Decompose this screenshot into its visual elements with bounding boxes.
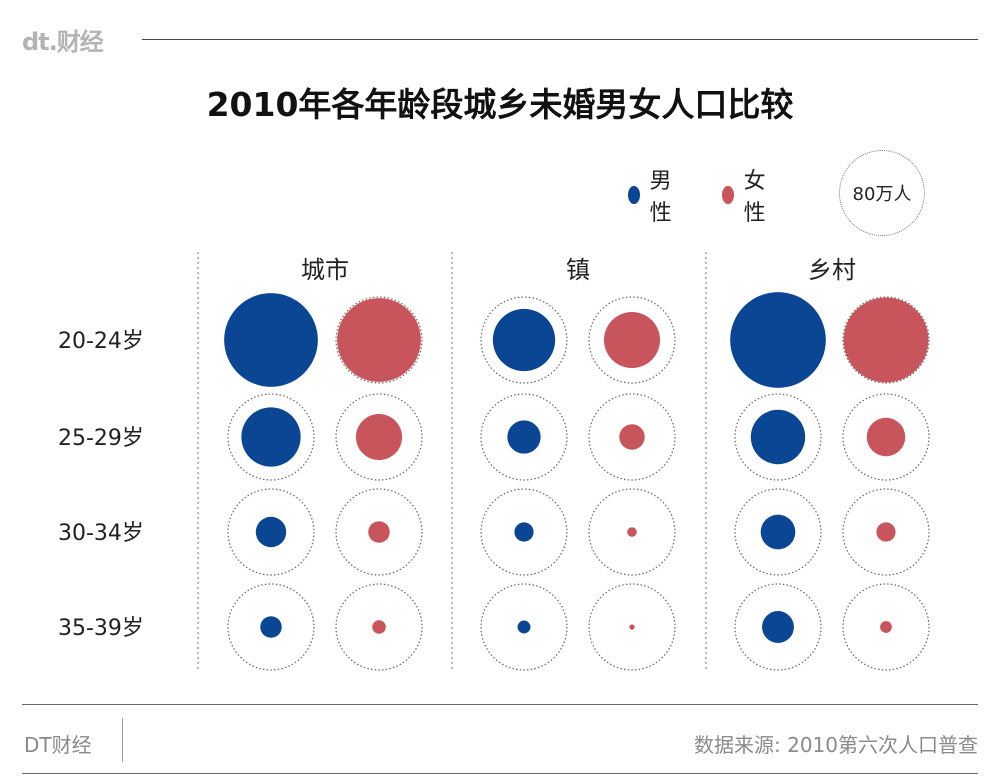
bubble-female — [629, 624, 635, 630]
reference-circle — [588, 583, 676, 671]
bubble-female — [337, 298, 421, 382]
reference-circle — [227, 488, 315, 576]
bubble-female — [355, 413, 403, 461]
bubble-male — [507, 420, 541, 454]
bubble-male — [760, 514, 796, 550]
bubble-male — [762, 611, 794, 643]
reference-circle — [842, 296, 930, 384]
legend-male: 男性 — [628, 169, 678, 226]
footer-logo: DT财经 — [24, 733, 92, 757]
bubble-female — [880, 621, 892, 633]
bubble-male — [224, 293, 318, 387]
bubble-male — [514, 522, 534, 542]
bubble-female — [603, 311, 661, 369]
group-header-2: 镇 — [566, 256, 590, 284]
reference-circle — [480, 488, 568, 576]
reference-circle — [335, 488, 423, 576]
reference-circle — [842, 583, 930, 671]
group-header-1: 城市 — [301, 256, 349, 284]
bubble-male — [750, 409, 806, 465]
bubble-male — [517, 620, 531, 634]
scale-reference-label: 80万人 — [852, 184, 912, 205]
reference-circle — [335, 583, 423, 671]
scale-reference-circle: 80万人 — [839, 150, 925, 236]
row-label-3: 30-34岁 — [58, 521, 144, 546]
reference-circle — [588, 488, 676, 576]
reference-circle — [480, 296, 568, 384]
bubble-male — [241, 407, 301, 467]
bubble-male — [730, 292, 826, 388]
bubble-female — [368, 521, 390, 543]
reference-circle — [734, 393, 822, 481]
footer-divider — [22, 704, 978, 705]
bubble-female — [866, 417, 906, 457]
bubble-male — [255, 516, 287, 548]
data-source: 数据来源: 2010第六次人口普查 — [694, 733, 978, 757]
reference-circle — [588, 393, 676, 481]
brand-logo: dt.财经 — [22, 28, 104, 56]
chart-title: 2010年各年龄段城乡未婚男女人口比较 — [206, 85, 794, 124]
reference-circle — [842, 488, 930, 576]
bubble-female — [372, 620, 386, 634]
reference-circle — [842, 393, 930, 481]
top-bar: dt.财经 — [0, 0, 1000, 80]
row-label-2: 25-29岁 — [58, 426, 144, 451]
reference-circle — [480, 393, 568, 481]
bubble-chart: 城市 镇 乡村 20-24岁 25-29岁 30-34岁 35-39岁 — [58, 252, 930, 672]
bubble-female — [843, 297, 929, 383]
reference-circle — [734, 488, 822, 576]
legend-female: 女性 — [722, 169, 772, 226]
bottom-divider — [22, 773, 978, 774]
bubble-female — [619, 424, 645, 450]
legend-female-label: 女性 — [743, 169, 766, 226]
reference-circle — [335, 296, 423, 384]
reference-circle — [227, 583, 315, 671]
reference-circle — [734, 583, 822, 671]
legend-male-dot — [628, 186, 640, 204]
bubble-male — [492, 308, 556, 372]
reference-circle — [227, 393, 315, 481]
reference-circle — [480, 583, 568, 671]
bubble-male — [260, 616, 282, 638]
reference-circle — [588, 296, 676, 384]
bubble-female — [627, 527, 637, 537]
top-divider — [142, 39, 978, 40]
row-label-1: 20-24岁 — [58, 329, 144, 354]
legend-female-dot — [722, 186, 734, 204]
reference-circle — [335, 393, 423, 481]
row-label-4: 35-39岁 — [58, 616, 144, 641]
group-header-3: 乡村 — [808, 256, 856, 284]
legend-male-label: 男性 — [649, 169, 672, 226]
bubble-female — [876, 522, 896, 542]
footer-separator — [122, 718, 123, 762]
